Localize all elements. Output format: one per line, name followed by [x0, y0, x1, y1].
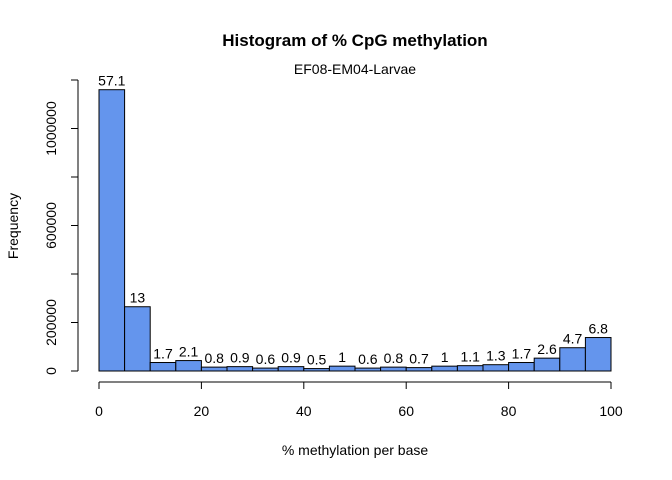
y-axis: 0 200000 600000 1000000	[43, 79, 79, 375]
histogram-bar	[508, 362, 535, 372]
bar-data-label: 2.6	[537, 341, 557, 357]
bar-data-label: 0.8	[384, 350, 404, 366]
histogram-bar	[200, 366, 228, 372]
y-tick-label: 200000	[43, 299, 59, 346]
bar-data-label: 1	[338, 349, 346, 365]
x-tick-label: 0	[95, 403, 103, 419]
y-tick-label: 1000000	[43, 101, 59, 156]
histogram-bar	[175, 360, 202, 372]
chart-subtitle: EF08-EM04-Larvae	[294, 61, 416, 77]
x-tick-label: 20	[194, 403, 210, 419]
histogram-bar	[533, 357, 561, 372]
histogram-bar	[380, 366, 407, 372]
x-tick-label: 100	[599, 403, 623, 419]
bar-data-label: 0.9	[230, 350, 250, 366]
bar-data-label: 13	[130, 290, 146, 306]
x-tick-label: 60	[398, 403, 414, 419]
histogram-bar	[98, 89, 126, 372]
histogram-bar	[405, 367, 433, 372]
y-tick-label: 0	[43, 367, 59, 375]
histogram-bar	[354, 367, 382, 372]
histogram-bar	[303, 368, 330, 372]
histogram-bar	[584, 337, 612, 372]
bar-data-label: 1.3	[486, 348, 506, 364]
histogram-bar	[456, 365, 484, 372]
bar-data-label: 0.7	[409, 351, 429, 367]
bar-data-label: 1.1	[460, 349, 480, 365]
histogram-bar	[124, 306, 151, 372]
histogram-bar	[277, 366, 305, 372]
data-labels-group: 57.1 13 1.7 2.1 0.8 0.9 0.6 0.9 0.5 1 0.6 0.8 0.7 1 1.…	[98, 73, 608, 368]
histogram-bar	[328, 365, 356, 372]
bar-data-label: 57.1	[98, 73, 125, 89]
bar-data-label: 1.7	[153, 346, 173, 362]
bar-data-label: 0.5	[307, 352, 327, 368]
histogram-bar	[482, 364, 510, 372]
x-axis-label: % methylation per base	[282, 442, 429, 458]
histogram-bar	[149, 362, 177, 372]
bar-data-label: 1	[441, 349, 449, 365]
y-tick-label: 600000	[43, 202, 59, 249]
histogram-bar	[431, 365, 458, 372]
bar-data-label: 2.1	[179, 344, 199, 360]
histogram-bar	[252, 367, 279, 372]
x-tick-label: 80	[501, 403, 517, 419]
histogram-bar	[226, 366, 254, 372]
bar-data-label: 0.9	[281, 350, 301, 366]
bar-data-label: 1.7	[512, 346, 532, 362]
bar-data-label: 4.7	[563, 331, 583, 347]
histogram-bar	[559, 347, 586, 372]
bar-data-label: 0.8	[204, 350, 224, 366]
bar-data-label: 0.6	[256, 351, 276, 367]
y-axis-label: Frequency	[5, 193, 21, 259]
chart-title: Histogram of % CpG methylation	[222, 31, 487, 50]
bar-data-label: 0.6	[358, 351, 378, 367]
x-axis: 0 20 40 60 80 100	[95, 381, 623, 419]
bars-group	[98, 89, 612, 372]
x-tick-label: 40	[296, 403, 312, 419]
bar-data-label: 6.8	[588, 321, 608, 337]
